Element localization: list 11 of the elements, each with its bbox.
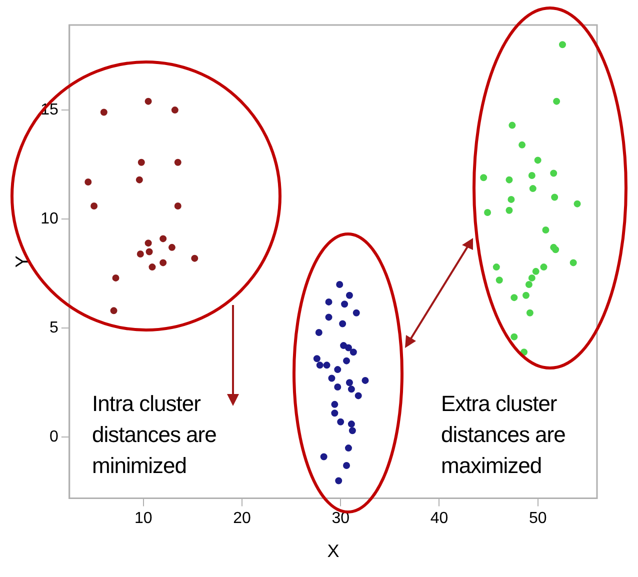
annotation: Extra cluster distances are maximized (441, 390, 566, 480)
x-tick-label: 40 (430, 510, 448, 528)
annotation: Intra cluster distances are minimized (92, 390, 218, 480)
x-tick-label: 20 (233, 510, 251, 528)
x-tick-label: 50 (528, 510, 547, 528)
y-axis-title: Y (12, 256, 32, 268)
y-tick-label: 5 (49, 320, 58, 337)
x-tick-label: 10 (134, 510, 152, 528)
y-tick-label: 0 (49, 428, 58, 446)
x-axis-title: X (327, 541, 340, 562)
y-tick-label: 10 (40, 210, 58, 228)
